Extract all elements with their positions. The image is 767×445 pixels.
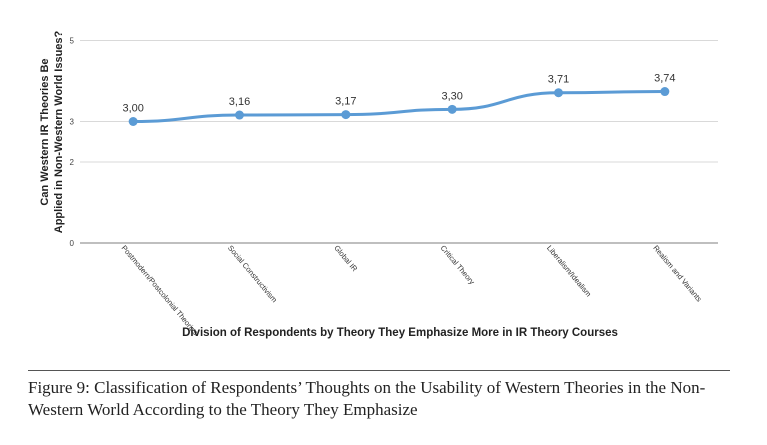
data-labels: 3,00 3,16 3,17 3,30 3,71 3,74	[122, 73, 675, 115]
data-label: 3,30	[441, 90, 462, 102]
data-point	[447, 104, 457, 114]
x-tick-label: Critical Theory	[439, 244, 477, 287]
x-tick-label: Postmodern/Postcolonial Theories	[120, 244, 200, 337]
data-point	[554, 88, 563, 98]
data-label: 3,71	[548, 74, 569, 86]
data-label: 3,00	[122, 103, 143, 115]
y-tick-label: 2	[70, 158, 75, 167]
data-label: 3,16	[229, 96, 250, 108]
x-axis-label: Division of Respondents by Theory They E…	[182, 327, 618, 339]
data-point	[341, 110, 351, 120]
data-point	[235, 110, 244, 120]
y-axis-ticks: 0 2 3 5	[70, 37, 75, 249]
y-axis-label-line1: Can Western IR Theories Be	[39, 58, 51, 205]
series-line	[133, 90, 665, 123]
figure-caption: Figure 9: Classification of Respondents’…	[28, 378, 706, 419]
x-axis-ticks: Postmodern/Postcolonial Theories Social C…	[120, 244, 704, 337]
caption-divider	[28, 370, 730, 371]
y-axis-label-line2: Applied in Non-Western World Issues?	[53, 30, 65, 233]
gridlines	[80, 40, 718, 163]
x-tick-label: Realism and Variants	[651, 244, 704, 304]
data-label: 3,17	[335, 96, 356, 108]
x-tick-label: Social Constructivism	[226, 244, 279, 305]
x-tick-label: Global IR	[332, 244, 359, 274]
y-tick-label: 5	[70, 37, 75, 46]
line-chart: 0 2 3 5 Can Western IR Theories Be Applied …	[39, 30, 718, 339]
y-tick-label: 0	[70, 239, 75, 248]
y-tick-label: 3	[70, 118, 75, 127]
x-tick-label: Liberalism/Idealism	[545, 244, 593, 299]
data-label: 3,74	[654, 73, 675, 85]
data-points	[128, 87, 670, 126]
data-point	[128, 117, 138, 126]
data-point	[660, 87, 670, 97]
